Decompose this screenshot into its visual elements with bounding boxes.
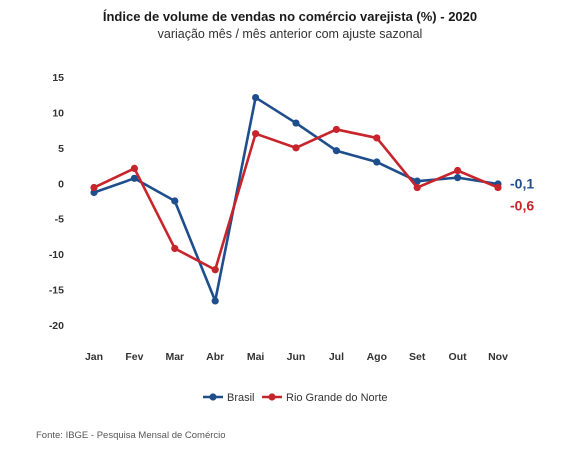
x-tick-label: Mar — [165, 351, 184, 363]
y-tick-label: -10 — [49, 249, 64, 261]
y-tick-label: 0 — [58, 178, 64, 190]
x-tick-label: Mai — [247, 351, 265, 363]
end-labels: -0,1 -0,6 — [510, 175, 534, 213]
y-tick-label: -5 — [55, 214, 64, 226]
data-point — [292, 144, 300, 152]
data-point — [130, 174, 138, 182]
data-point — [454, 166, 462, 175]
chart-title: Índice de volume de vendas no comércio v… — [102, 9, 478, 24]
x-tick-label: Jul — [329, 351, 344, 363]
series-brasil — [90, 93, 502, 305]
legend-swatch-marker — [268, 393, 276, 401]
data-point — [413, 177, 421, 185]
y-tick-label: 15 — [52, 72, 64, 84]
x-tick-label: Out — [449, 351, 468, 363]
y-axis: 15 10 5 0 -5 -10 -15 -20 — [49, 72, 64, 332]
x-tick-label: Set — [409, 351, 426, 363]
end-value-label: -0,1 — [510, 175, 534, 191]
x-tick-label: Abr — [206, 351, 224, 363]
data-point — [494, 183, 502, 192]
data-point — [211, 266, 219, 274]
x-axis: Jan Fev Mar Abr Mai Jun Jul Ago Set Out Nov — [85, 351, 508, 363]
y-tick-label: 5 — [58, 143, 64, 155]
data-point — [373, 134, 381, 142]
series-rio-grande-do-norte — [90, 125, 502, 274]
legend-label: Rio Grande do Norte — [286, 392, 388, 404]
data-point — [171, 197, 179, 205]
source-note: Fonte: IBGE - Pesquisa Mensal de Comérci… — [36, 430, 226, 441]
legend-swatch-marker — [209, 393, 217, 401]
data-point — [252, 93, 260, 102]
data-point — [413, 183, 421, 192]
end-value-label: -0,6 — [510, 197, 534, 213]
legend: Brasil Rio Grande do Norte — [203, 392, 388, 404]
x-tick-label: Nov — [488, 351, 508, 363]
data-point — [171, 244, 179, 253]
legend-item: Rio Grande do Norte — [262, 392, 388, 404]
legend-label: Brasil — [227, 392, 255, 404]
y-tick-label: 10 — [52, 107, 64, 119]
series-layer — [90, 93, 502, 305]
legend-item: Brasil — [203, 392, 255, 404]
x-tick-label: Jun — [287, 351, 306, 363]
x-tick-label: Fev — [125, 351, 143, 363]
data-point — [332, 147, 340, 155]
series-line — [92, 96, 500, 303]
data-point — [90, 188, 98, 197]
data-point — [373, 158, 381, 166]
data-point — [332, 125, 340, 134]
y-tick-label: -15 — [49, 285, 64, 297]
data-point — [211, 297, 219, 305]
x-tick-label: Jan — [85, 351, 103, 363]
chart-subtitle: variação mês / mês anterior com ajuste s… — [157, 27, 423, 41]
y-tick-label: -20 — [49, 320, 64, 332]
data-point — [454, 174, 462, 182]
data-point — [130, 164, 138, 173]
data-point — [252, 130, 260, 138]
data-point — [90, 183, 98, 192]
x-tick-label: Ago — [367, 351, 387, 363]
data-point — [292, 119, 300, 127]
